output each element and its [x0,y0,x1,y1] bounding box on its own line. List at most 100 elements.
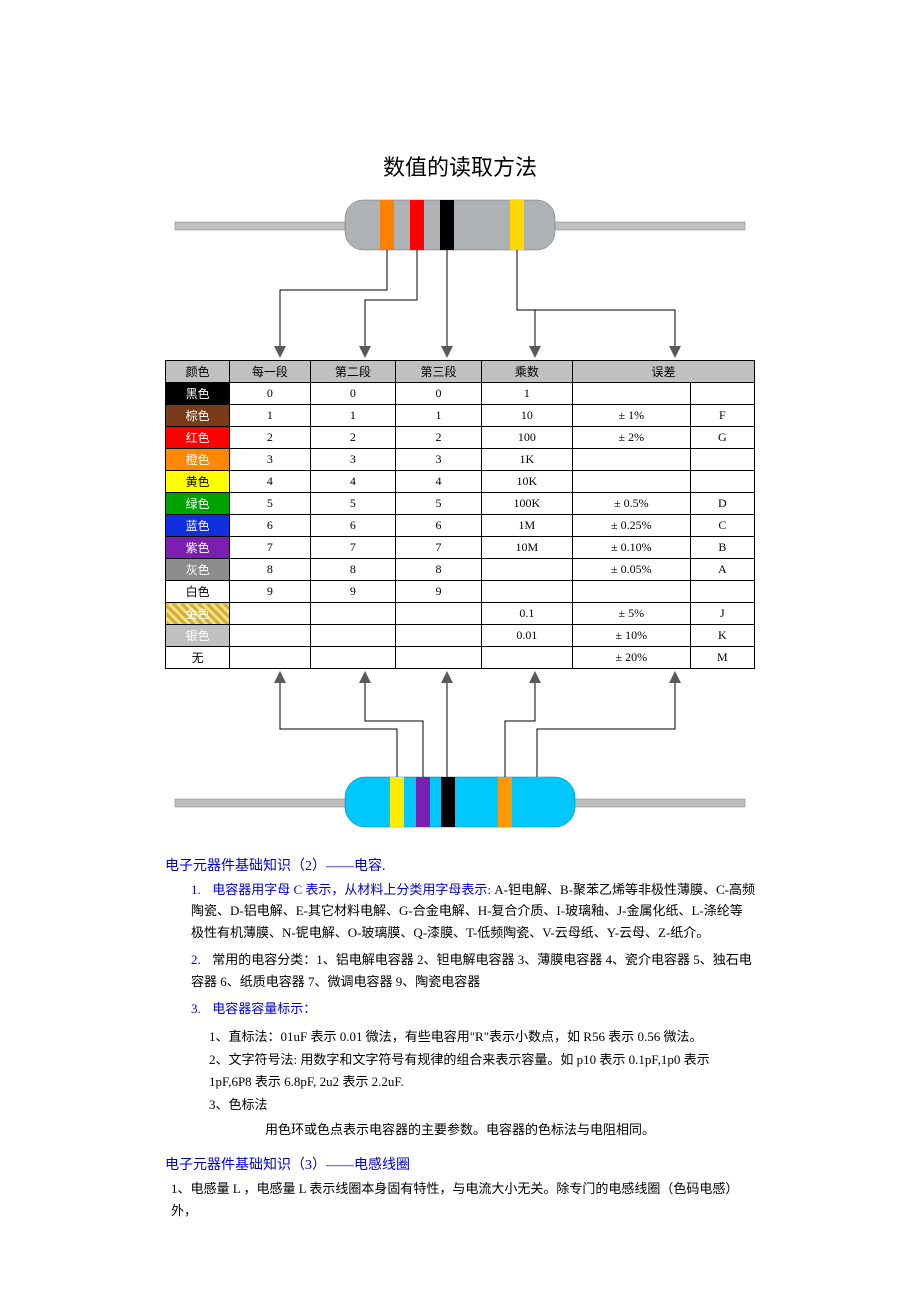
item1-lead: 电容器用字母 C 表示，从材料上分类用字母表示: [212,882,491,897]
cell-tol: ± 0.5% [572,493,690,515]
th-d1: 每一段 [230,361,310,383]
cell-d2: 0 [310,383,396,405]
cell-code [690,581,754,603]
chart-title: 数值的读取方法 [165,150,755,182]
section2-title: 电子元器件基础知识（2）——电容. [165,855,755,875]
cell-d3 [396,647,482,669]
cell-tol [572,581,690,603]
th-mult: 乘数 [481,361,572,383]
section2-title-text: 电子元器件基础知识（2）——电容 [165,859,382,874]
table-row: 黄色44410K [166,471,755,493]
sub-3: 3、色标法 [209,1094,755,1115]
cell-d1: 9 [230,581,310,603]
cell-d2 [310,647,396,669]
cell-d1: 6 [230,515,310,537]
cell-d3: 7 [396,537,482,559]
cell-d2: 8 [310,559,396,581]
cell-d2: 6 [310,515,396,537]
cell-d3: 3 [396,449,482,471]
cell-code: K [690,625,754,647]
color-name-cell: 橙色 [166,449,230,471]
cell-d2: 9 [310,581,396,603]
table-header-row: 颜色 每一段 第二段 第三段 乘数 误差 [166,361,755,383]
color-code-table: 颜色 每一段 第二段 第三段 乘数 误差 黑色0001棕色11110± 1%F红… [165,360,755,669]
color-name-cell: 黑色 [166,383,230,405]
color-name-cell: 红色 [166,427,230,449]
color-name-cell: 白色 [166,581,230,603]
cell-d3: 1 [396,405,482,427]
th-color: 颜色 [166,361,230,383]
section2-item-2: 2. 常用的电容分类：1、铝电解电容器 2、钽电解电容器 3、薄膜电容器 4、瓷… [191,949,755,992]
cell-d2: 7 [310,537,396,559]
sub2-label: 2、 [209,1052,229,1067]
cell-d1: 1 [230,405,310,427]
cell-code: A [690,559,754,581]
table-row: 银色0.01± 10%K [166,625,755,647]
cell-mult: 1K [481,449,572,471]
cell-mult: 10K [481,471,572,493]
cell-tol: ± 2% [572,427,690,449]
th-d3: 第三段 [396,361,482,383]
section2-item-3: 3. 电容器容量标示： [191,998,755,1019]
cell-mult: 10 [481,405,572,427]
cell-mult: 100 [481,427,572,449]
cell-tol: ± 1% [572,405,690,427]
cell-d2: 3 [310,449,396,471]
cell-tol: ± 20% [572,647,690,669]
sub3-text: 色标法 [229,1097,268,1112]
cell-d3: 0 [396,383,482,405]
cell-mult [481,581,572,603]
cell-d1: 0 [230,383,310,405]
cell-tol: ± 10% [572,625,690,647]
cell-d2: 1 [310,405,396,427]
cell-d3: 5 [396,493,482,515]
item1-num: 1. [191,879,209,900]
color-name-cell: 灰色 [166,559,230,581]
table-row: 紫色77710M± 0.10%B [166,537,755,559]
cell-tol: ± 0.25% [572,515,690,537]
cell-d3 [396,603,482,625]
table-row: 橙色3331K [166,449,755,471]
cell-d2: 5 [310,493,396,515]
section2-item-1: 1. 电容器用字母 C 表示，从材料上分类用字母表示: A-钽电解、B-聚苯乙烯… [191,879,755,943]
cell-mult [481,647,572,669]
cell-tol: ± 0.05% [572,559,690,581]
item2-rest: 常用的电容分类：1、铝电解电容器 2、钽电解电容器 3、薄膜电容器 4、瓷介电容… [191,952,752,988]
cell-mult: 0.1 [481,603,572,625]
item2-num: 2. [191,949,209,970]
cell-tol: ± 0.10% [572,537,690,559]
cell-mult: 1M [481,515,572,537]
cell-d1: 4 [230,471,310,493]
th-d2: 第二段 [310,361,396,383]
sub3-label: 3、 [209,1097,229,1112]
cell-d2 [310,625,396,647]
table-row: 红色222100± 2%G [166,427,755,449]
cell-d2: 2 [310,427,396,449]
cell-code: M [690,647,754,669]
cell-tol [572,449,690,471]
sub-1: 1、直标法：01uF 表示 0.01 微法，有些电容用"R"表示小数点，如 R5… [209,1026,755,1047]
sub1-text: 直标法：01uF 表示 0.01 微法，有些电容用"R"表示小数点，如 R56 … [229,1029,703,1044]
cell-tol [572,383,690,405]
section2-dot: . [382,859,386,874]
table-row: 黑色0001 [166,383,755,405]
cell-tol [572,471,690,493]
table-row: 绿色555100K± 0.5%D [166,493,755,515]
cell-mult [481,559,572,581]
color-name-cell: 无 [166,647,230,669]
cell-mult: 10M [481,537,572,559]
cell-d3: 6 [396,515,482,537]
th-tol: 误差 [572,361,754,383]
cell-d1: 2 [230,427,310,449]
cell-code: D [690,493,754,515]
cell-d1 [230,603,310,625]
section2-list: 1. 电容器用字母 C 表示，从材料上分类用字母表示: A-钽电解、B-聚苯乙烯… [165,879,755,1020]
cell-code [690,471,754,493]
cell-code: J [690,603,754,625]
bottom-resistor-diagram [165,669,755,839]
sub2-text: 文字符号法: 用数字和文字符号有规律的组合来表示容量。如 p10 表示 0.1p… [209,1052,710,1088]
color-name-cell: 紫色 [166,537,230,559]
top-resistor-diagram [165,190,755,360]
item3-num: 3. [191,998,209,1019]
cell-d1: 5 [230,493,310,515]
